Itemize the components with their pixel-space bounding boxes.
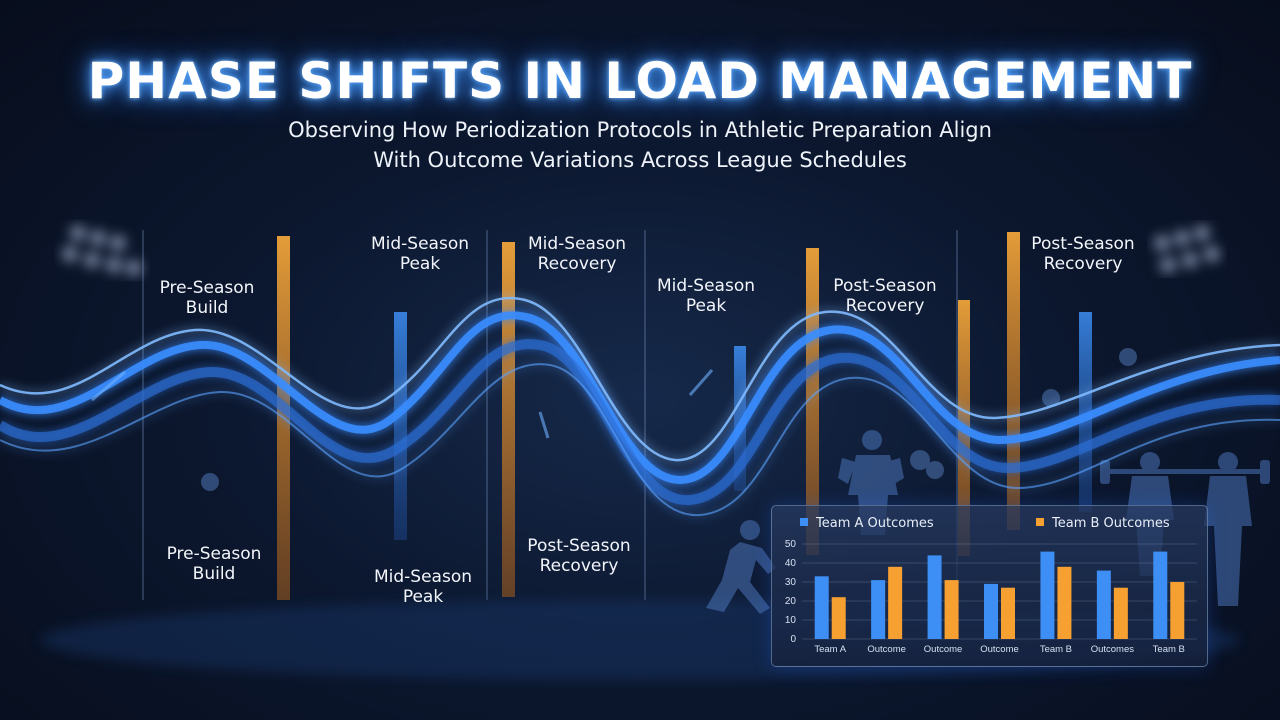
- phase-label-mid-season-peak-mid: Mid-Season Peak: [656, 276, 755, 316]
- outcomes-chart-panel: Team A Outcomes Team B Outcomes 0 10 20 30 4…: [771, 505, 1208, 667]
- bar-team-b: [1057, 566, 1072, 639]
- bar-team-a: [1153, 551, 1168, 639]
- subtitle-line-1: Observing How Periodization Protocols in…: [288, 118, 992, 142]
- phase-label-mid-season-peak-bottom: Mid-Season Peak: [373, 567, 472, 607]
- load-wave: [0, 296, 1280, 517]
- bar-team-a: [984, 583, 998, 639]
- bar-team-b: [888, 566, 903, 639]
- y-tick-label: 20: [785, 596, 797, 607]
- stadium-light-left: [62, 225, 142, 276]
- bar-team-a: [871, 580, 886, 639]
- phase-label-pre-season-build-top: Pre-Season Build: [159, 278, 255, 318]
- orange-bar-3: [806, 248, 819, 555]
- x-tick-label: Outcomes: [1091, 644, 1135, 655]
- phase-label-mid-season-recovery: Mid-Season Recovery: [527, 234, 626, 274]
- light-streaks: [91, 369, 714, 439]
- stadium-light-right: [1154, 225, 1220, 273]
- y-tick-label: 30: [785, 577, 797, 588]
- legend-team-b: Team B Outcomes: [1036, 516, 1170, 531]
- blue-phase-bars: [394, 312, 1092, 540]
- legend-team-a: Team A Outcomes: [800, 516, 934, 531]
- bar-team-a: [1040, 551, 1055, 639]
- blue-bar-3: [1079, 312, 1092, 512]
- page-title: PHASE SHIFTS IN LOAD MANAGEMENT: [87, 52, 1193, 110]
- legend-swatch-team-b: [1036, 518, 1044, 526]
- bar-team-b: [1113, 587, 1128, 639]
- orange-bar-2: [502, 242, 515, 597]
- y-tick-label: 50: [785, 539, 797, 550]
- phase-label-post-season-recovery-top: Post-Season Recovery: [1031, 234, 1135, 274]
- phase-label-mid-season-peak-top: Mid-Season Peak: [370, 234, 469, 274]
- phase-label-post-season-recovery-mid: Post-Season Recovery: [833, 276, 937, 316]
- bar-team-a: [927, 555, 942, 639]
- decor-dots: [201, 348, 1137, 491]
- phase-label-post-season-recovery-bottom: Post-Season Recovery: [527, 536, 631, 576]
- bar-team-b: [1170, 582, 1185, 639]
- x-tick-label: Team B: [1040, 644, 1072, 655]
- bar-team-a: [1096, 570, 1111, 639]
- legend-swatch-team-a: [800, 518, 808, 526]
- bar-team-b: [1001, 587, 1015, 639]
- x-tick-label: Outcome: [867, 644, 906, 655]
- outcomes-bar-chart: 0 10 20 30 40 50 Team A Outcome Outcome Outcome Te…: [785, 539, 1197, 655]
- y-tick-label: 40: [785, 558, 797, 569]
- y-tick-label: 0: [790, 634, 796, 645]
- x-tick-label: Team A: [814, 644, 846, 655]
- bar-team-b: [831, 597, 846, 639]
- x-tick-label: Outcome: [924, 644, 963, 655]
- bar-team-b: [944, 580, 959, 639]
- subtitle-line-2: With Outcome Variations Across League Sc…: [373, 148, 907, 172]
- x-tick-label: Outcome: [980, 644, 1019, 655]
- y-tick-label: 10: [785, 615, 797, 626]
- bar-team-a: [814, 576, 829, 639]
- blue-bar-1: [394, 312, 407, 540]
- orange-bar-5: [1007, 232, 1020, 530]
- x-tick-label: Team B: [1153, 644, 1185, 655]
- phase-label-pre-season-build-bottom: Pre-Season Build: [166, 544, 262, 584]
